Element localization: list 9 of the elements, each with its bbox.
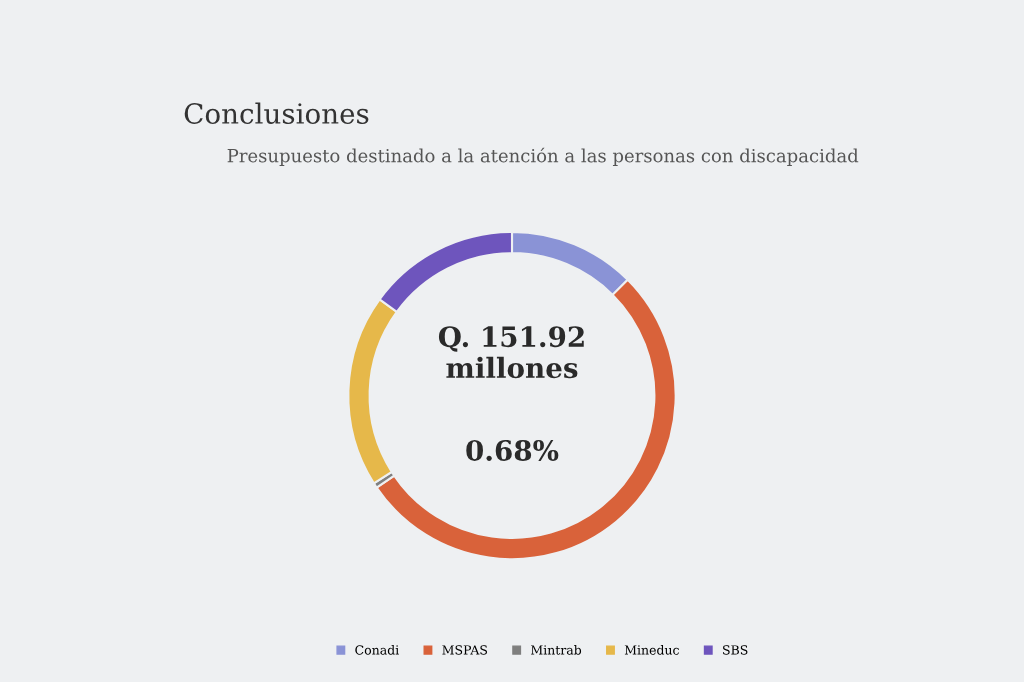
legend-label: Conadi — [355, 645, 399, 655]
text: Conclusiones — [184, 102, 369, 124]
text: Q. 151.92 millones — [438, 326, 584, 379]
legend-label: Mineduc — [624, 645, 679, 655]
legend-label: Mintrab — [531, 645, 582, 655]
text: 0.68% — [466, 439, 559, 461]
legend-label: MSPAS — [442, 645, 488, 655]
legend-label: SBS — [723, 645, 748, 655]
chart-title: Presupuesto destinado a la atención a las personas con discapacidad — [227, 147, 859, 166]
